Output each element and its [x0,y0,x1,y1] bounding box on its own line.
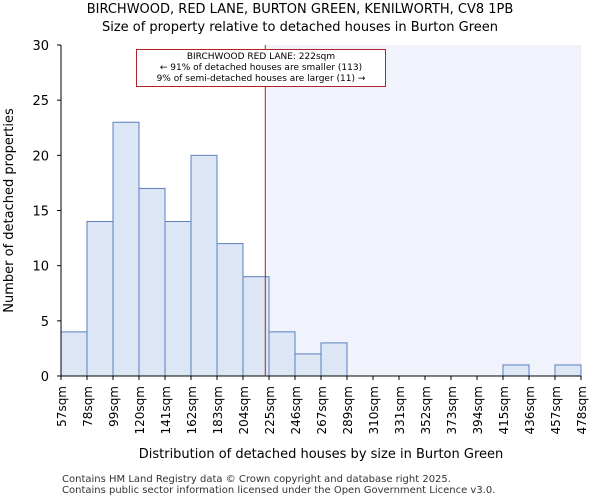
histogram-bar [86,221,114,377]
footer-line-2: Contains public sector information licen… [62,485,496,496]
property-annotation-box: BIRCHWOOD RED LANE: 222sqm ← 91% of deta… [136,49,386,87]
x-tick-label: 478sqm [575,386,589,434]
y-tick-label: 25 [32,94,49,109]
x-tick-label: 204sqm [237,386,251,434]
annotation-line-1: BIRCHWOOD RED LANE: 222sqm [186,52,336,62]
histogram-bar [164,221,192,377]
histogram-bar [502,364,530,377]
x-tick-label: 246sqm [289,386,303,434]
x-tick-label: 394sqm [471,386,485,434]
larger-region-shade [265,45,581,376]
histogram-bar [554,364,582,377]
histogram-bar [268,331,296,377]
y-tick-label: 5 [41,315,49,330]
y-tick-label: 10 [32,260,49,275]
histogram-bar [242,276,270,377]
histogram-bar [320,342,348,377]
y-tick-label: 0 [41,370,49,385]
y-tick-label: 30 [32,39,49,54]
x-tick-label: 457sqm [549,386,563,434]
histogram-bar [138,187,166,377]
x-tick-label: 141sqm [159,386,173,434]
chart-subtitle: Size of property relative to detached ho… [101,20,499,35]
x-tick-label: 352sqm [419,386,433,434]
x-tick-label: 183sqm [211,386,225,434]
y-axis-label: Number of detached properties [2,108,17,313]
footer-line-1: Contains HM Land Registry data © Crown c… [62,474,451,485]
x-tick-label: 310sqm [367,386,381,434]
histogram-bar [190,154,218,377]
x-tick-label: 99sqm [107,386,121,427]
histogram-bar [216,243,244,377]
annotation-line-3: 9% of semi-detached houses are larger (1… [156,74,366,84]
x-tick-label: 162sqm [185,386,199,434]
x-tick-label: 436sqm [523,386,537,434]
annotation-line-2: ← 91% of detached houses are smaller (11… [159,63,363,73]
x-axis-label: Distribution of detached houses by size … [139,447,504,462]
x-tick-label: 373sqm [445,386,459,434]
x-tick-label: 289sqm [341,386,355,434]
x-tick-label: 267sqm [315,386,329,434]
x-tick-label: 415sqm [497,386,511,434]
histogram-bar [112,121,140,377]
x-tick-label: 331sqm [393,386,407,434]
y-tick-label: 20 [32,149,49,164]
y-tick-label: 15 [32,205,49,220]
x-tick-label: 225sqm [263,386,277,434]
x-tick-label: 78sqm [81,386,95,427]
chart-title: BIRCHWOOD, RED LANE, BURTON GREEN, KENIL… [86,2,514,17]
histogram-bar [60,331,88,377]
histogram-bar [294,353,322,377]
x-tick-label: 57sqm [55,386,69,427]
x-tick-label: 120sqm [133,386,147,434]
